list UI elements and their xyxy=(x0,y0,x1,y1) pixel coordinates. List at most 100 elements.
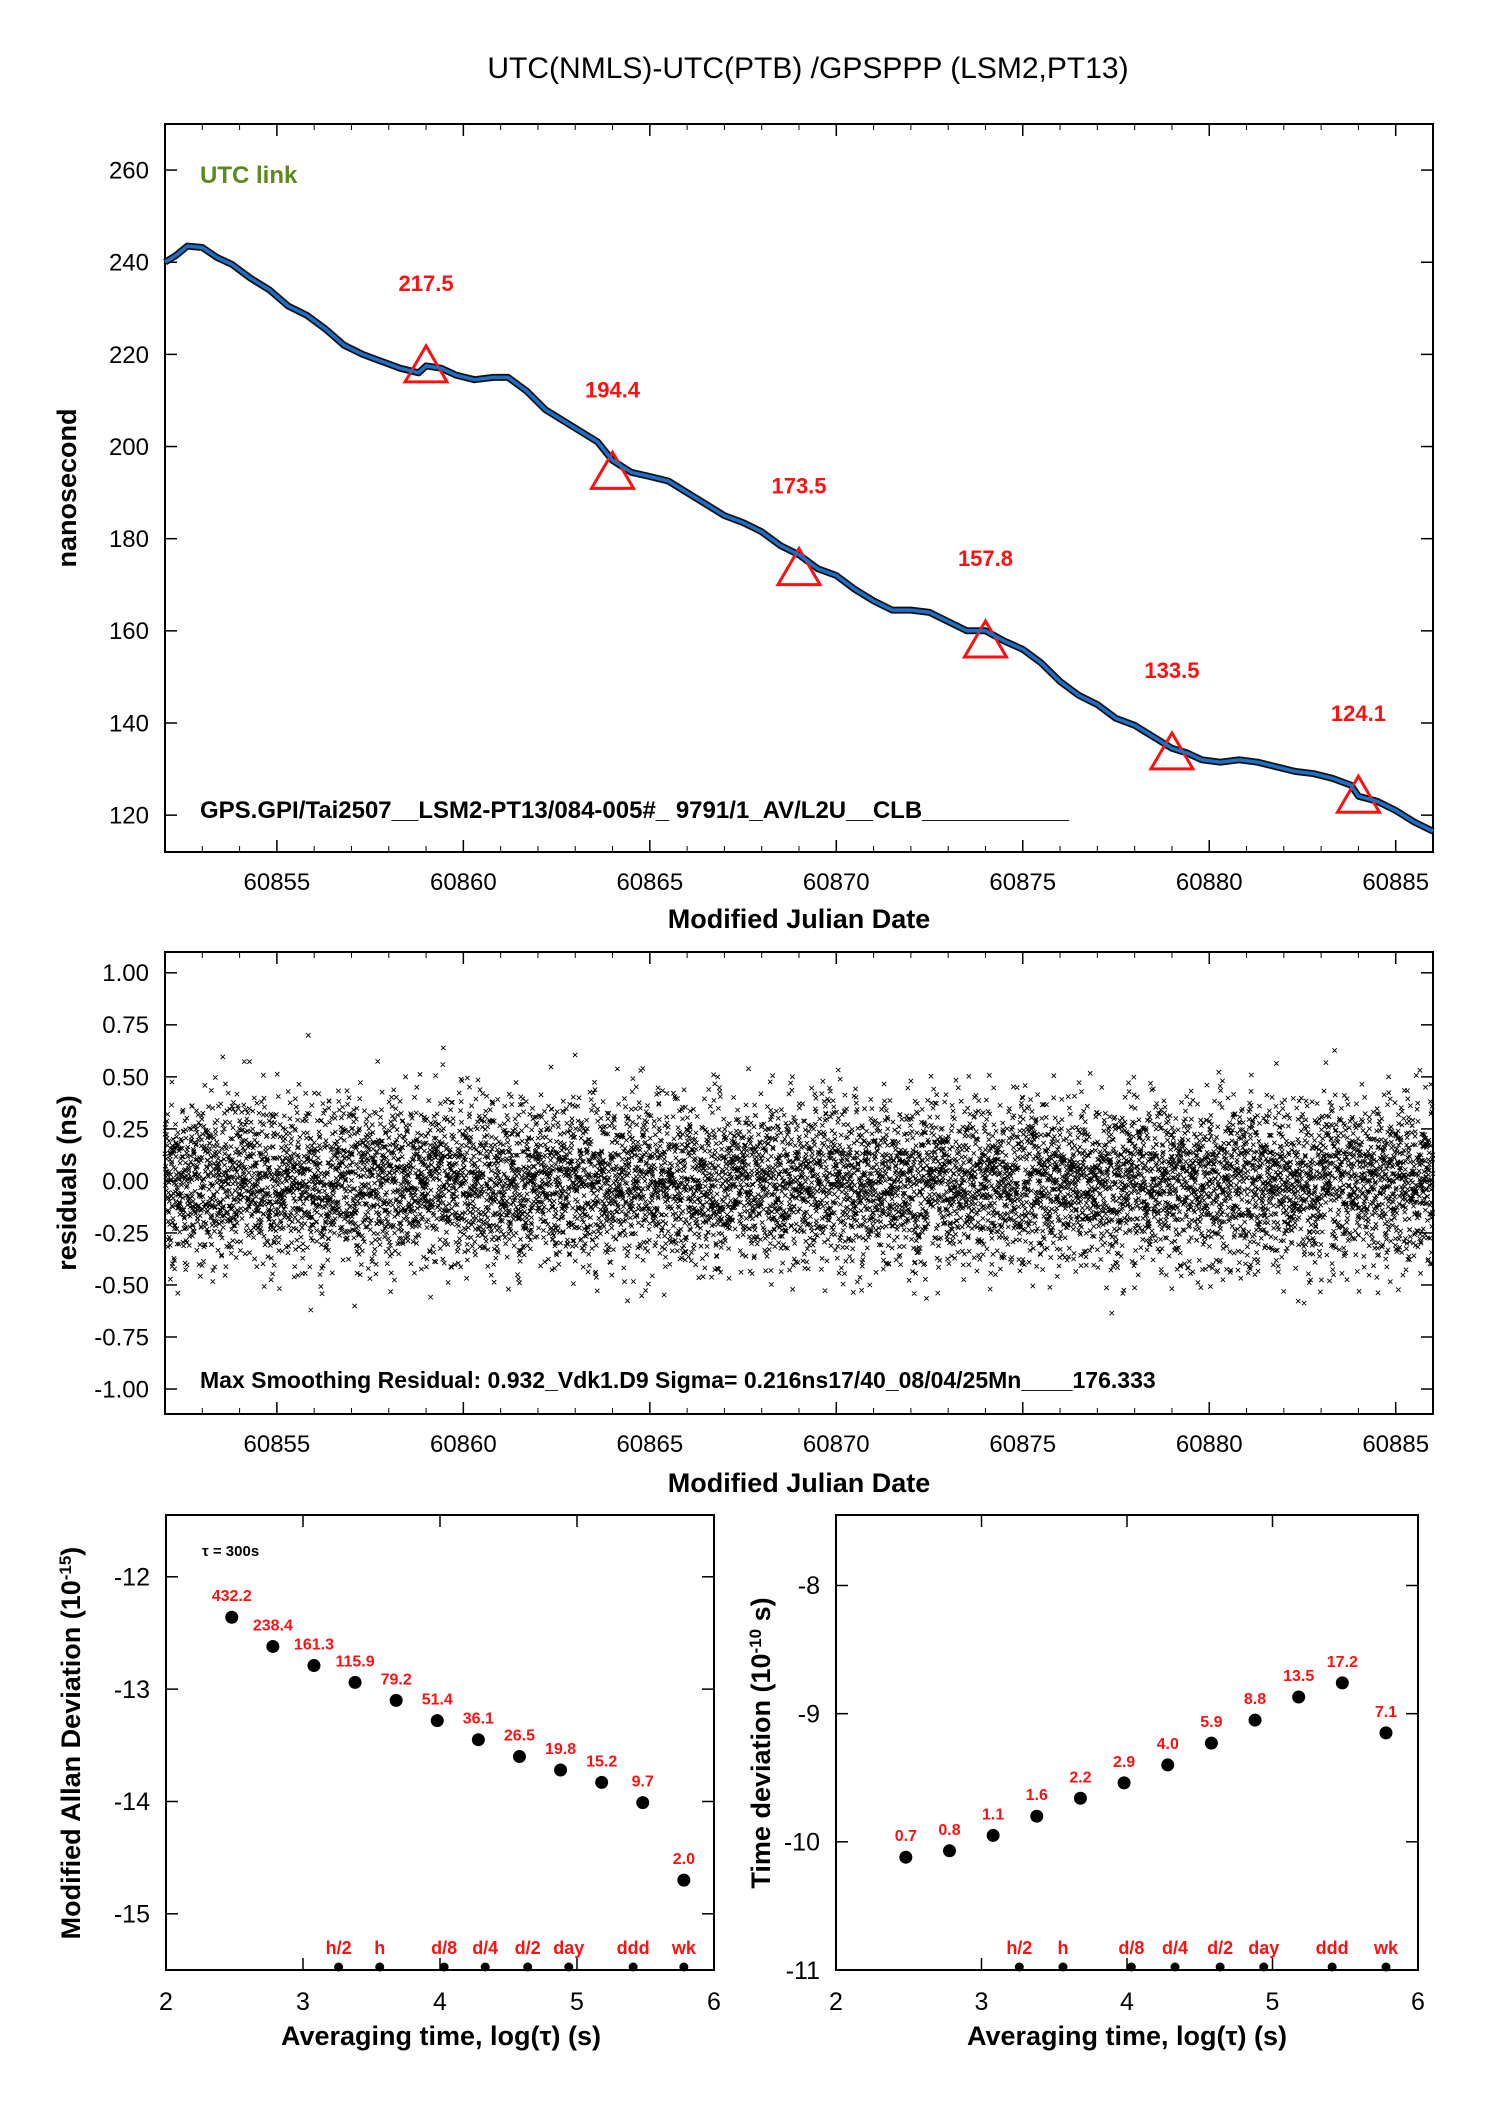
stability-point-label: 19.8 xyxy=(545,1741,576,1758)
x-tick-label: 6 xyxy=(1411,1988,1425,2016)
tdev-axes: 2 3 4 5 6 -8 -9 -10 -11 xyxy=(784,1515,1425,2016)
top-marker-triangle xyxy=(588,449,637,490)
stability-point xyxy=(942,1844,956,1858)
mdev-ylabel-tail: ) xyxy=(56,1547,86,1556)
time-mark-dot xyxy=(628,1962,638,1972)
stability-point xyxy=(636,1796,650,1810)
time-mark-label: day xyxy=(553,1938,584,1958)
y-tick-label: 0.50 xyxy=(102,1064,149,1091)
stability-point-label: 0.7 xyxy=(895,1828,917,1845)
x-tick-label: 60870 xyxy=(803,1431,870,1458)
time-mark-dot xyxy=(480,1962,490,1972)
y-tick-label: 0.25 xyxy=(102,1116,149,1143)
y-tick-label: 220 xyxy=(109,342,149,369)
top-ylabel: nanosecond xyxy=(52,408,82,567)
y-tick-label: -10 xyxy=(784,1829,820,1857)
stability-point-label: 13.5 xyxy=(1283,1668,1314,1685)
tdev-ylabel-exp: -10 xyxy=(746,1629,765,1654)
x-tick-label: 3 xyxy=(975,1988,989,2016)
stability-point xyxy=(348,1675,362,1689)
time-mark-dot xyxy=(1259,1962,1269,1972)
time-mark-dot xyxy=(1126,1962,1136,1972)
residuals-ylabel: residuals (ns) xyxy=(52,1095,82,1271)
time-mark-label: ddd xyxy=(617,1938,650,1958)
stability-point-label: 15.2 xyxy=(586,1753,617,1770)
mdev-axes: 2 3 4 5 6 -12 -13 -14 -15 xyxy=(114,1515,721,2016)
top-marker-label: 157.8 xyxy=(958,546,1013,571)
top-xlabel: Modified Julian Date xyxy=(668,904,931,934)
stability-point-label: 36.1 xyxy=(463,1711,494,1728)
x-tick-label: 60880 xyxy=(1176,869,1243,896)
stability-point-label: 0.8 xyxy=(938,1822,960,1839)
top-markers: 217.5 194.4 173.5 157.8 133.5 124.1 xyxy=(399,271,1386,814)
time-mark-label: d/2 xyxy=(1207,1938,1233,1958)
top-marker-triangle xyxy=(402,342,450,384)
mdev-plot-frame xyxy=(165,1514,715,1971)
stability-point-label: 5.9 xyxy=(1200,1714,1222,1731)
top-marker-label: 217.5 xyxy=(399,271,454,296)
top-series-line-inner xyxy=(164,244,1434,833)
stability-point xyxy=(471,1733,485,1747)
time-mark-dot xyxy=(439,1962,449,1972)
stability-point xyxy=(1379,1726,1393,1740)
stability-point xyxy=(595,1775,609,1789)
stability-point xyxy=(1117,1776,1131,1790)
stability-point-label: 7.1 xyxy=(1375,1704,1397,1721)
stability-point xyxy=(307,1659,321,1673)
mdev-ylabel-exp: -15 xyxy=(56,1556,75,1581)
x-tick-label: 60860 xyxy=(430,869,497,896)
tdev-ylabel-main: Time deviation (10 xyxy=(746,1654,776,1889)
stability-point xyxy=(1161,1758,1175,1772)
time-mark-dot xyxy=(523,1962,533,1972)
y-tick-label: 120 xyxy=(109,803,149,830)
top-marker-triangle xyxy=(961,617,1010,659)
y-tick-label: 140 xyxy=(109,710,149,737)
y-tick-label: -15 xyxy=(114,1901,150,1929)
residuals-points xyxy=(162,1032,1436,1316)
y-tick-label: -9 xyxy=(798,1700,820,1728)
residuals-xlabel: Modified Julian Date xyxy=(668,1468,931,1498)
mdev-xlabel: Averaging time, log(τ) (s) xyxy=(281,2021,601,2051)
y-tick-label: 1.00 xyxy=(102,960,149,987)
time-mark-dot xyxy=(1327,1962,1337,1972)
tdev-ylabel: Time deviation (10-10 s) xyxy=(746,1597,777,1888)
time-mark-label: h xyxy=(374,1938,385,1958)
y-tick-label: 260 xyxy=(109,157,149,184)
y-tick-label: -14 xyxy=(114,1788,150,1816)
x-tick-label: 60875 xyxy=(989,869,1056,896)
y-tick-label: 240 xyxy=(109,250,149,277)
stability-point xyxy=(677,1873,691,1887)
time-mark-dot xyxy=(679,1962,689,1972)
time-mark-label: d/4 xyxy=(1162,1938,1188,1958)
time-mark-label: wk xyxy=(1373,1938,1399,1958)
stability-point xyxy=(1030,1809,1044,1823)
x-tick-label: 60865 xyxy=(616,1431,683,1458)
x-tick-label: 4 xyxy=(433,1988,447,2016)
x-tick-label: 60860 xyxy=(430,1431,497,1458)
y-tick-label: -0.25 xyxy=(94,1220,149,1247)
x-tick-label: 4 xyxy=(1120,1988,1134,2016)
top-marker-label: 124.1 xyxy=(1331,701,1386,726)
x-tick-label: 5 xyxy=(1266,1988,1280,2016)
stability-point xyxy=(1073,1791,1087,1805)
stability-point-label: 432.2 xyxy=(212,1588,252,1605)
stability-point-label: 79.2 xyxy=(381,1671,412,1688)
stability-point xyxy=(986,1828,1000,1842)
time-mark-label: h/2 xyxy=(326,1938,352,1958)
tdev-plot-frame xyxy=(835,1514,1419,1971)
time-mark-label: d/4 xyxy=(472,1938,498,1958)
x-tick-label: 2 xyxy=(829,1988,843,2016)
time-mark-dot xyxy=(1170,1962,1180,1972)
stability-point-label: 8.8 xyxy=(1244,1691,1266,1708)
top-marker-triangle xyxy=(1334,773,1383,814)
time-mark-label: ddd xyxy=(1316,1938,1349,1958)
time-mark-label: day xyxy=(1248,1938,1279,1958)
time-mark-dot xyxy=(375,1962,385,1972)
mdev-note: τ = 300s xyxy=(202,1543,259,1560)
mdev-ylabel-main: Modified Allan Deviation (10 xyxy=(56,1580,86,1939)
stability-point xyxy=(512,1750,526,1764)
stability-point-label: 51.4 xyxy=(422,1692,453,1709)
time-mark-dot xyxy=(1381,1962,1391,1972)
